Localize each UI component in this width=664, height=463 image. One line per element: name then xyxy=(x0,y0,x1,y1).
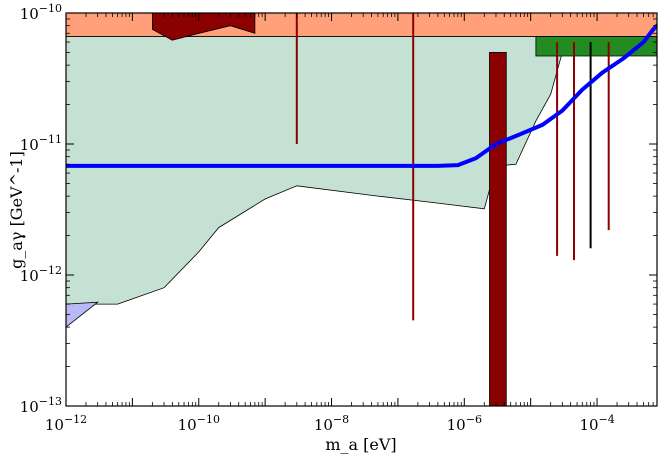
x-tick-label: 10−10 xyxy=(178,413,220,434)
axis-ticks xyxy=(65,12,657,407)
x-tick-label: 10−12 xyxy=(45,413,87,434)
region-green_band xyxy=(535,36,657,57)
y-tick-label: 10−10 xyxy=(20,2,62,23)
x-tick-label: 10−8 xyxy=(314,413,349,434)
axis-tick-labels: 10−12 10−10 10−8 10−6 10−410−1310−1210−1110−… xyxy=(20,2,615,434)
series-line-0 xyxy=(66,23,657,168)
y-tick-label: 10−11 xyxy=(20,133,62,154)
plot-frame xyxy=(65,12,658,407)
x-axis-label: m_a [eV] xyxy=(325,435,396,454)
y-tick-label: 10−13 xyxy=(20,395,62,416)
region-blue_region xyxy=(66,301,99,328)
x-tick-label: 10−4 xyxy=(579,413,614,434)
plot-area xyxy=(66,13,657,406)
y-tick-label: 10−12 xyxy=(20,264,62,285)
y-axis-label: g_aγ [GeV^-1] xyxy=(7,151,26,269)
region-haloscope_block xyxy=(489,52,507,406)
x-tick-label: 10−6 xyxy=(447,413,482,434)
region-main_region xyxy=(66,36,657,305)
